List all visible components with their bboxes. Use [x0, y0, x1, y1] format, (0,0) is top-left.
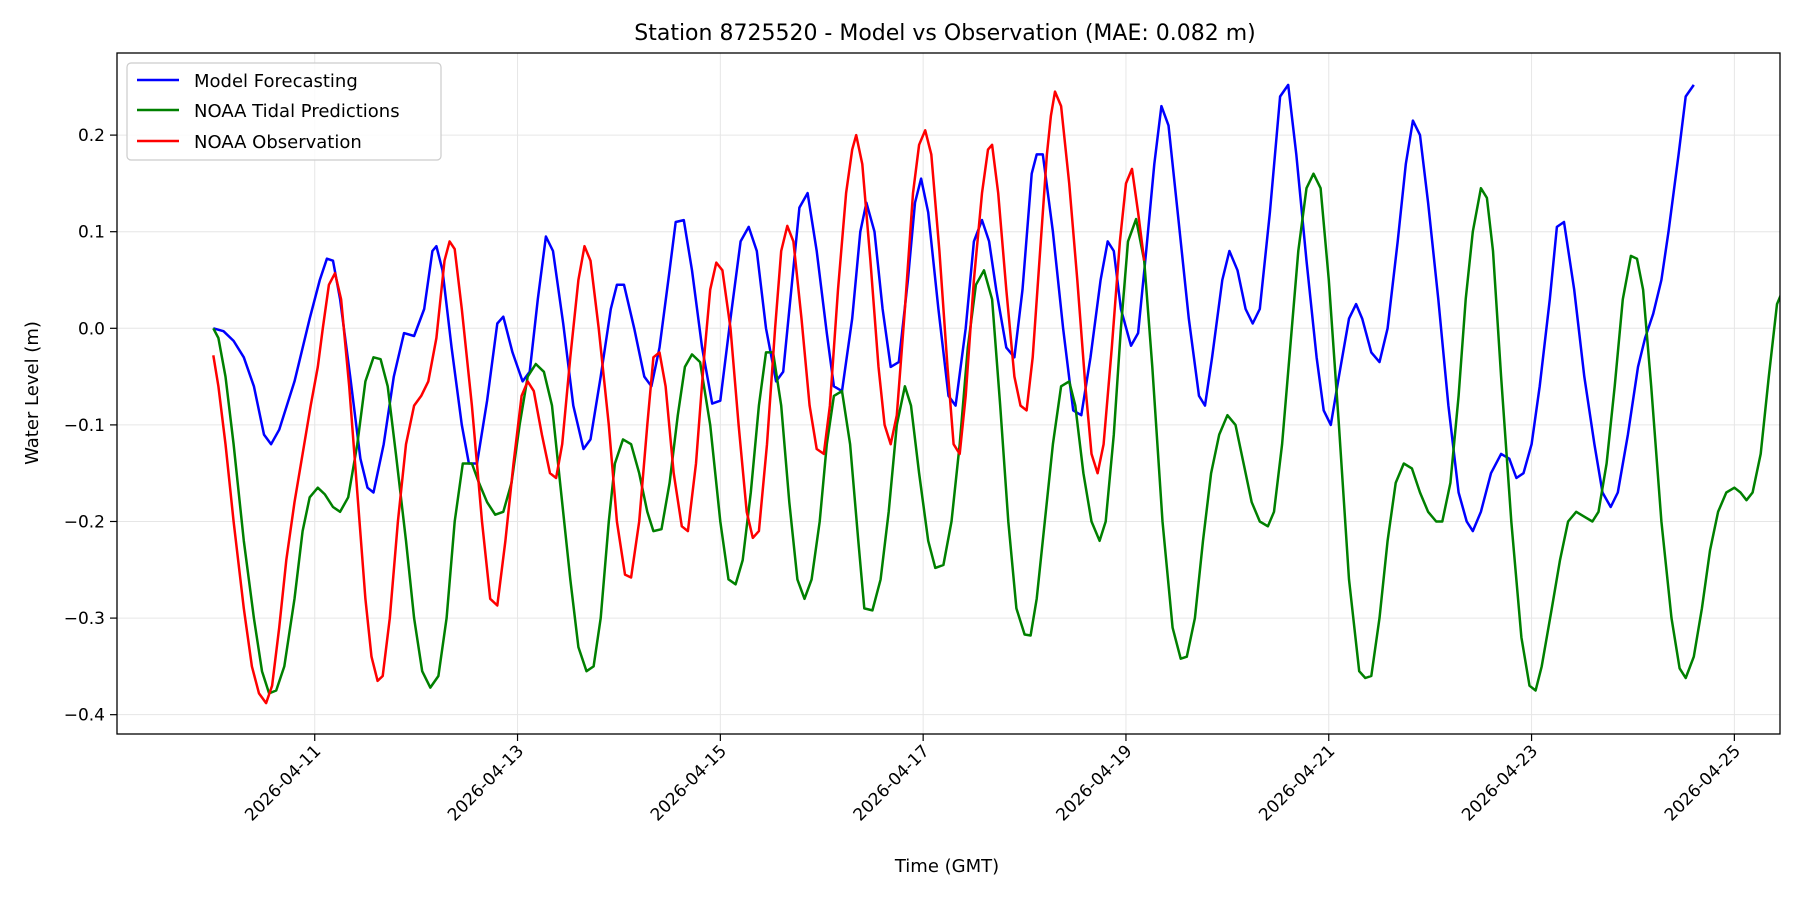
y-tick-label: −0.2 [64, 512, 105, 532]
x-axis-title: Time (GMT) [894, 856, 999, 877]
legend-label-observation: NOAA Observation [194, 132, 362, 153]
plot-frame [116, 52, 1781, 735]
chart-title: Station 8725520 - Model vs Observation (… [634, 21, 1256, 46]
y-tick-label: −0.3 [64, 609, 105, 629]
y-tick-label: −0.4 [64, 706, 105, 726]
series-lines [212, 83, 1780, 705]
y-axis-ticks: −0.4 −0.3 −0.2 −0.1 0.0 0.1 0.2 [64, 126, 117, 726]
legend-label-tidal: NOAA Tidal Predictions [194, 101, 400, 122]
y-axis-title: Water Level (m) [22, 321, 43, 465]
y-tick-label: −0.1 [64, 416, 105, 436]
y-tick-label: 0.2 [78, 126, 105, 146]
noaa-tidal-predictions-line [212, 172, 1780, 695]
y-tick-label: 0.0 [78, 319, 105, 339]
legend: Model Forecasting NOAA Tidal Predictions… [126, 62, 442, 161]
model-forecasting-line [212, 83, 1695, 533]
legend-box [126, 62, 442, 161]
noaa-observation-line [212, 90, 1146, 705]
y-tick-label: 0.1 [78, 223, 105, 243]
legend-label-model: Model Forecasting [194, 71, 358, 92]
